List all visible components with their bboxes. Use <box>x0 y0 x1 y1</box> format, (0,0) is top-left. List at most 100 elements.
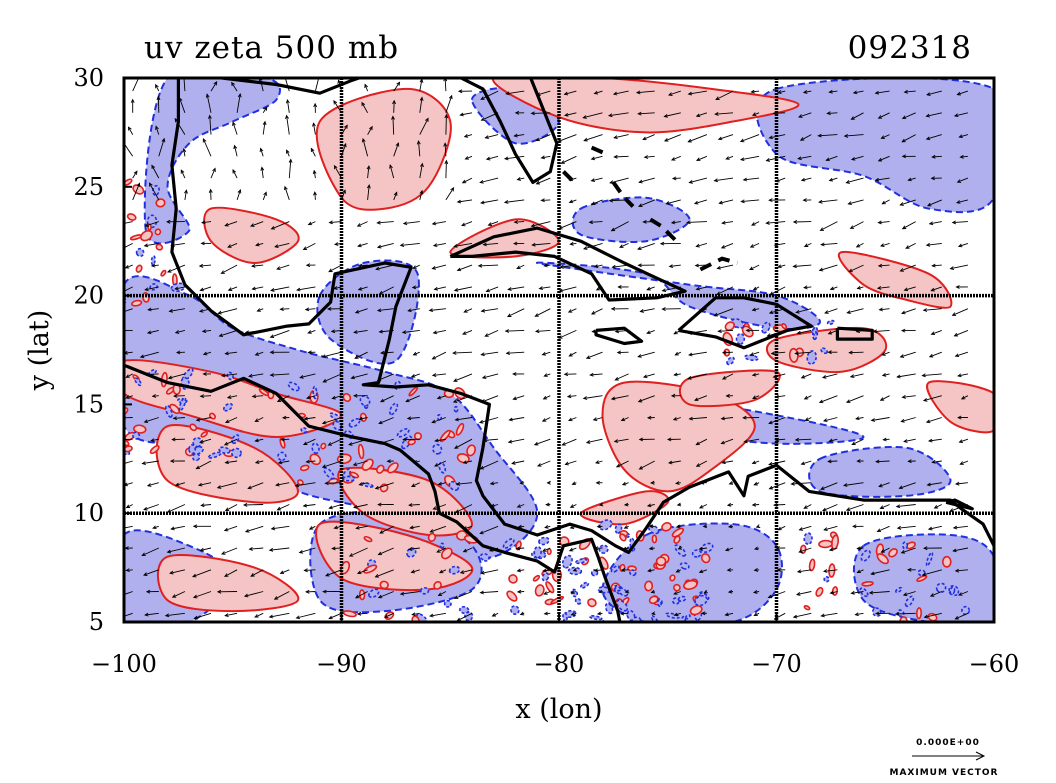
wind-vector-head <box>462 548 468 553</box>
negative-vorticity-cell <box>223 402 233 412</box>
wind-vector-head <box>589 372 594 377</box>
wind-vector <box>509 417 525 421</box>
wind-vector-head <box>776 90 782 94</box>
wind-vector-head <box>880 135 885 139</box>
wind-vector-head <box>955 285 960 289</box>
wind-vector-head <box>201 329 207 334</box>
wind-vector-head <box>352 504 358 509</box>
positive-vorticity-cell <box>876 553 889 565</box>
wind-vector-head <box>164 613 170 618</box>
wind-vector-head <box>205 93 210 98</box>
wind-vector <box>648 569 655 572</box>
wind-vector-head <box>130 98 135 103</box>
wind-vector <box>463 460 473 464</box>
wind-vector <box>532 242 551 246</box>
wind-vector-head <box>251 394 257 399</box>
wind-vector <box>328 264 342 272</box>
wind-vector-head <box>220 270 225 274</box>
wind-vector <box>486 155 499 160</box>
wind-vector-head <box>444 159 449 165</box>
wind-vector <box>172 591 186 598</box>
wind-vector-head <box>743 439 748 444</box>
wind-vector <box>393 142 399 157</box>
wind-vector-head <box>590 310 596 315</box>
wind-vector <box>299 547 316 554</box>
wind-vector <box>202 221 212 224</box>
wind-vector-head <box>610 306 616 311</box>
wind-vector <box>544 591 551 595</box>
wind-vector <box>569 351 577 357</box>
wind-vector-head <box>671 176 677 181</box>
wind-vector <box>848 199 864 205</box>
wind-vector <box>881 134 890 139</box>
wind-vector-head <box>269 373 275 377</box>
wind-vector-head <box>182 74 185 77</box>
wind-vector-head <box>792 614 798 619</box>
wind-vector <box>140 351 159 358</box>
negative-vorticity-cell <box>541 572 550 582</box>
wind-vector-head <box>333 100 338 105</box>
wind-vector <box>309 525 316 530</box>
wind-vector-head <box>665 201 670 205</box>
wind-vector-head <box>768 198 773 203</box>
wind-vector <box>616 460 629 468</box>
wind-vector-head <box>431 221 437 226</box>
wind-vector-head <box>144 287 149 292</box>
wind-vector <box>584 134 603 142</box>
positive-vorticity-cell <box>433 580 442 590</box>
wind-vector-head <box>328 615 333 620</box>
wind-vector-head <box>247 485 252 490</box>
wind-vector <box>671 155 681 161</box>
wind-vector-head <box>302 441 308 445</box>
wind-vector-head <box>535 180 541 185</box>
wind-vector-head <box>125 504 131 509</box>
wind-vector-head <box>751 222 756 226</box>
wind-vector <box>714 177 734 182</box>
wind-vector-head <box>459 112 464 117</box>
wind-vector-head <box>543 611 549 616</box>
wind-vector-head <box>480 117 486 121</box>
positive-vorticity-cell <box>342 393 352 402</box>
x-axis-ticks: −100 −90 −80 −70 −60 <box>91 614 1019 678</box>
wind-vector-head <box>480 308 486 313</box>
wind-vector-head <box>637 111 642 116</box>
wind-vector <box>541 199 551 201</box>
wind-vector-head <box>726 502 732 507</box>
wind-vector-head <box>218 333 224 338</box>
wind-vector <box>193 591 212 598</box>
wind-vector <box>542 547 551 552</box>
wind-vector <box>957 177 969 183</box>
wind-vector <box>953 525 968 529</box>
negative-vorticity-cell <box>432 443 443 455</box>
wind-vector-head <box>560 160 565 164</box>
positive-vorticity-cell <box>408 386 419 397</box>
wind-vector-head <box>412 351 418 356</box>
negative-vorticity-cell <box>685 614 691 620</box>
wind-vector-head <box>119 222 122 225</box>
wind-vector <box>375 569 394 578</box>
wind-vector <box>384 612 394 618</box>
wind-vector-head <box>856 569 861 574</box>
wind-vector-head <box>642 374 648 379</box>
positive-vorticity-cell <box>379 580 389 590</box>
wind-vector-head <box>411 285 417 290</box>
wind-vector-head <box>879 397 885 401</box>
wind-vector <box>614 155 629 158</box>
wind-vector-head <box>434 438 439 443</box>
wind-vector-head <box>507 439 513 444</box>
wind-vector-head <box>905 245 910 249</box>
positive-vorticity-cell <box>815 586 824 597</box>
wind-vector <box>664 134 681 142</box>
positive-vorticity-cell <box>407 438 416 446</box>
wind-vector-head <box>726 568 732 572</box>
wind-vector <box>271 286 290 291</box>
wind-vector-head <box>487 222 493 226</box>
wind-vector-head <box>825 157 830 162</box>
wind-vector-head <box>145 589 151 594</box>
wind-vector <box>151 165 160 179</box>
wind-vector <box>929 351 942 358</box>
wind-vector-head <box>959 461 964 465</box>
positive-vorticity-cell <box>788 347 799 363</box>
wind-vector <box>715 90 734 100</box>
positive-vorticity-cell <box>456 453 470 464</box>
